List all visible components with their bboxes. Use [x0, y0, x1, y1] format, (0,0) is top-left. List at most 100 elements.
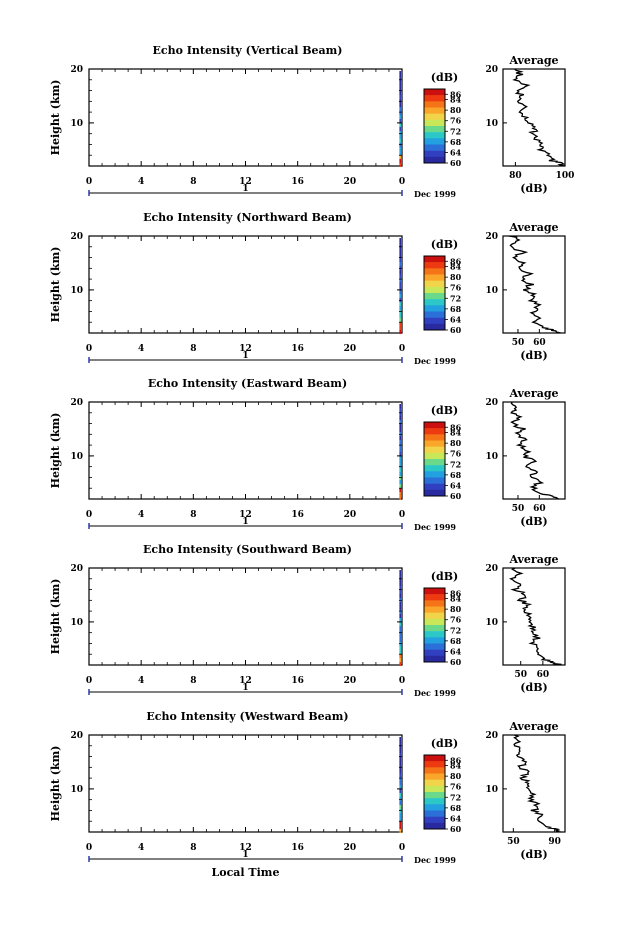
colorbar-tick-label: 80 [450, 604, 462, 614]
colorbar-tick-label: 80 [450, 438, 462, 448]
colorbar-tick-label: 84 [450, 428, 462, 438]
echo-cell [399, 290, 401, 294]
x-tick-label: 12 [239, 177, 252, 187]
echo-cell [399, 488, 401, 492]
colorbar-segment [424, 822, 445, 830]
x-tick-label: 0 [399, 510, 405, 520]
x-tick-label: 16 [291, 344, 304, 354]
colorbar-segment [424, 323, 445, 331]
echo-cell [399, 262, 401, 266]
echo-cell [399, 769, 401, 773]
echo-cell [399, 638, 401, 642]
panel-title: Echo Intensity (Vertical Beam) [152, 44, 342, 57]
echo-cell [399, 107, 401, 111]
average-x-tick-label: 50 [512, 504, 525, 514]
echo-cell [399, 586, 401, 590]
colorbar-segment [424, 126, 445, 133]
colorbar-segment [424, 107, 445, 114]
colorbar-label: (dB) [431, 737, 458, 750]
average-x-tick-label: 100 [556, 171, 575, 181]
echo-cell [399, 71, 401, 75]
y-tick-label: 20 [70, 232, 83, 242]
echo-cell [399, 761, 401, 765]
y-axis-label: Height (km) [49, 413, 62, 489]
colorbar-tick-label: 86 [450, 588, 462, 598]
colorbar-segment [424, 101, 445, 108]
echo-cell [399, 424, 401, 428]
echo-cell [399, 408, 401, 412]
echo-cell [399, 452, 401, 456]
colorbar-segment [424, 95, 445, 102]
day-label: 1 [242, 351, 248, 361]
y-tick-label: 10 [70, 286, 83, 296]
day-label: 1 [242, 683, 248, 693]
average-y-tick-label: 10 [485, 618, 498, 628]
x-tick-label: 0 [86, 843, 92, 853]
echo-cell [399, 282, 401, 286]
colorbar-segment [424, 311, 445, 318]
echo-cell [399, 582, 401, 586]
x-tick-label: 16 [291, 177, 304, 187]
colorbar-tick-label: 68 [450, 304, 462, 314]
echo-cell [399, 151, 401, 155]
colorbar-segment [424, 600, 445, 607]
colorbar-tick-label: 72 [450, 126, 461, 136]
echo-cell [399, 310, 401, 314]
echo-cell [399, 258, 401, 262]
echo-cell [399, 654, 401, 658]
echo-cell [399, 115, 401, 119]
colorbar-segment [424, 483, 445, 491]
echo-cell [399, 825, 401, 829]
colorbar-frame [423, 421, 446, 497]
colorbar-tick-label: 60 [450, 158, 462, 168]
echo-cell [399, 238, 401, 242]
echo-cell [399, 143, 401, 147]
colorbar-tick-label: 60 [450, 491, 462, 501]
echo-cell [399, 614, 401, 618]
echo-cell [399, 448, 401, 452]
colorbar-segment [424, 816, 445, 824]
x-tick-label: 0 [86, 344, 92, 354]
x-tick-label: 20 [344, 177, 357, 187]
x-tick-label: 16 [291, 843, 304, 853]
y-tick-label: 10 [70, 618, 83, 628]
x-tick-label: 4 [138, 177, 144, 187]
echo-cell [399, 749, 401, 753]
average-profile-line [510, 401, 559, 500]
echo-cell [399, 246, 401, 250]
plot-frame [88, 401, 403, 500]
colorbar-tick-label: 68 [450, 470, 462, 480]
average-xlabel: (dB) [520, 349, 547, 362]
echo-cell [399, 634, 401, 638]
echo-cell [399, 302, 401, 306]
echo-cell [399, 135, 401, 139]
plot-frame [88, 235, 403, 334]
colorbar-segment [424, 618, 445, 626]
colorbar-segment [424, 477, 445, 484]
colorbar-segment [424, 792, 445, 799]
date-label: Dec 1999 [414, 688, 456, 698]
echo-cell [399, 646, 401, 650]
colorbar-segment [424, 256, 445, 263]
y-tick-label: 20 [70, 731, 83, 741]
colorbar-tick-label: 60 [450, 325, 462, 335]
echo-cell [399, 606, 401, 610]
echo-cell [399, 574, 401, 578]
echo-cell [399, 87, 401, 91]
average-frame [502, 734, 566, 833]
echo-cell [399, 278, 401, 282]
echo-cell [399, 650, 401, 654]
colorbar-segment [424, 274, 445, 281]
y-tick-label: 10 [70, 119, 83, 129]
echo-cell [399, 642, 401, 646]
x-tick-label: 20 [344, 843, 357, 853]
average-x-tick-label: 50 [514, 670, 527, 680]
colorbar-tick-label: 72 [450, 293, 461, 303]
x-tick-label: 0 [86, 676, 92, 686]
colorbar-segment [424, 643, 445, 650]
colorbar-frame [423, 88, 446, 164]
y-axis-label: Height (km) [49, 579, 62, 655]
x-tick-label: 20 [344, 676, 357, 686]
colorbar-segment [424, 655, 445, 663]
average-x-tick-label: 50 [507, 837, 520, 847]
